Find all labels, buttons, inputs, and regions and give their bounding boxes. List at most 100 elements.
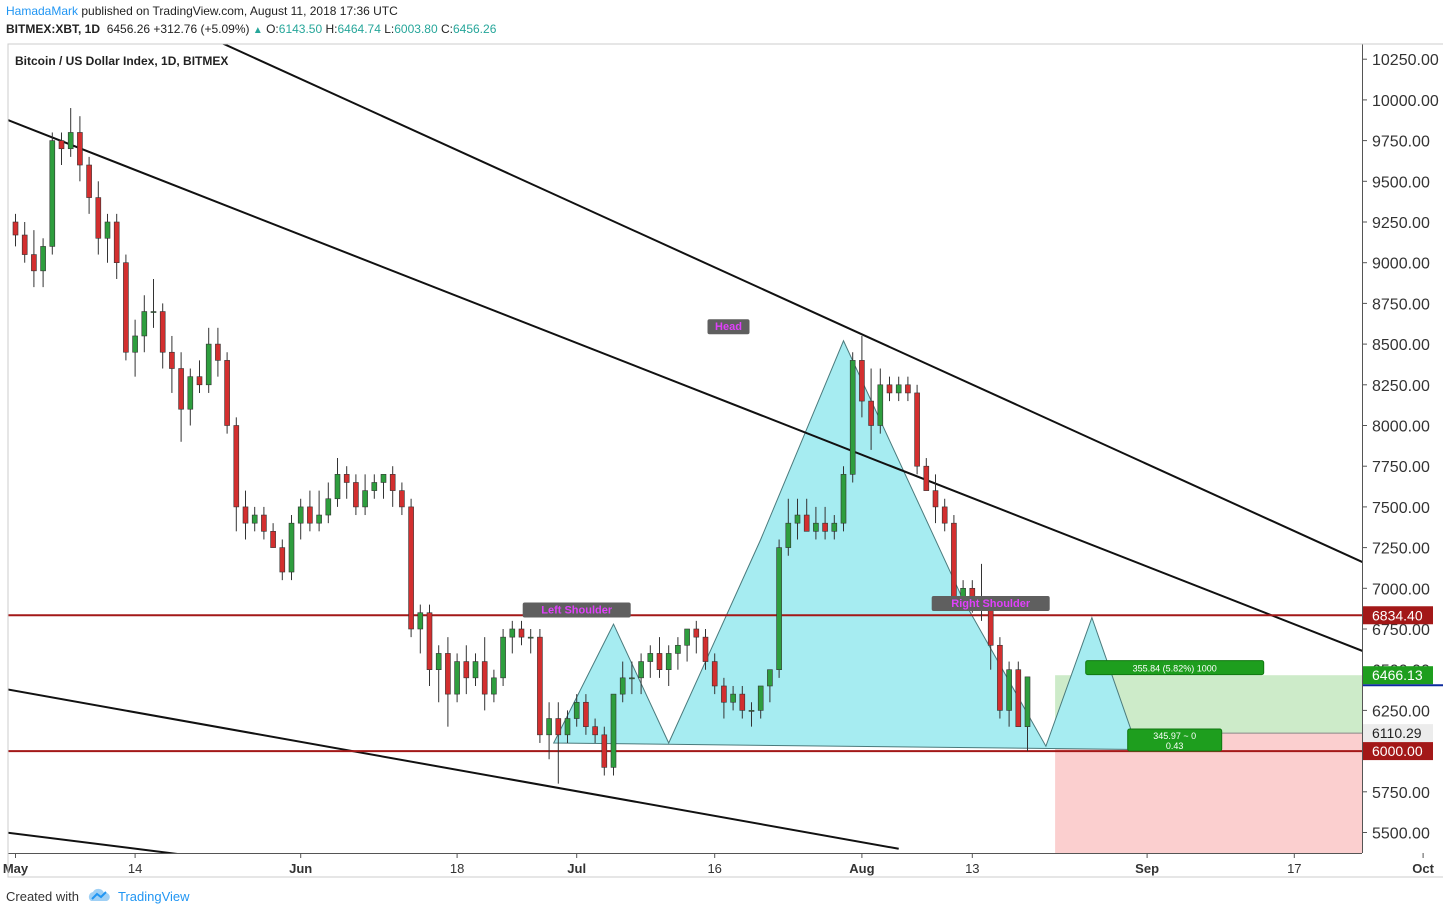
candle <box>684 628 690 646</box>
candle <box>233 425 240 508</box>
candle <box>831 522 838 532</box>
open-value: 6143.50 <box>278 22 323 36</box>
candle <box>895 384 902 394</box>
tradingview-link[interactable]: TradingView <box>118 889 190 904</box>
candle <box>859 360 865 402</box>
candle <box>454 661 460 695</box>
y-tick-label: 8000.00 <box>1372 419 1430 436</box>
candle <box>813 522 819 532</box>
plot-layer: Left Shoulder Head Right Shoulder 355.84 (5… <box>8 44 1362 853</box>
candle <box>169 351 175 369</box>
candle <box>343 474 350 483</box>
candle <box>711 661 718 687</box>
x-tick-label: 16 <box>707 861 721 876</box>
stop-zone <box>1055 733 1362 853</box>
stop-info-box-text: 0.43 <box>1166 741 1184 751</box>
stop-info-box-text: 345.97 ~ 0 <box>1153 731 1196 741</box>
y-tick-label: 10250.00 <box>1372 52 1439 69</box>
x-tick-label: Sep <box>1135 861 1159 876</box>
x-tick-label: Jul <box>567 861 586 876</box>
up-arrow-icon: ▲ <box>252 25 263 36</box>
candle <box>564 718 571 736</box>
y-tick-label: 6250.00 <box>1372 703 1430 720</box>
y-tick-label: 7250.00 <box>1372 541 1430 558</box>
candle <box>877 384 884 426</box>
candle <box>527 636 534 639</box>
candle <box>215 343 221 361</box>
candle <box>546 718 552 736</box>
candle <box>95 197 102 239</box>
candle <box>417 612 424 630</box>
candle <box>914 392 920 467</box>
candle <box>205 343 212 386</box>
candle <box>481 661 488 695</box>
y-tick-label: 7750.00 <box>1372 459 1430 476</box>
ohlc-legend: BITMEX:XBT, 1D 6456.26 +312.76 (+5.09%) … <box>6 22 496 36</box>
candle <box>721 685 727 703</box>
candle <box>785 522 792 548</box>
candle <box>159 311 166 353</box>
candle <box>178 368 184 410</box>
x-tick-label: 14 <box>128 861 142 876</box>
candle <box>610 693 617 768</box>
candle <box>491 677 497 695</box>
created-with-text: Created with <box>6 889 79 904</box>
candle <box>21 234 28 255</box>
candle <box>270 531 276 548</box>
candle <box>399 490 405 508</box>
x-tick-label: May <box>3 861 29 876</box>
candle <box>997 644 1003 711</box>
candle <box>840 474 847 524</box>
candle <box>886 384 893 394</box>
candle <box>969 587 976 597</box>
candle <box>113 221 120 264</box>
close-label: C: <box>440 22 453 36</box>
candle <box>730 693 736 703</box>
candle <box>675 644 681 654</box>
trendline-1 <box>8 119 1362 652</box>
tradingview-cloud-icon <box>88 888 110 901</box>
candle <box>408 506 414 630</box>
candle <box>49 140 56 247</box>
price-axis <box>1362 44 1443 853</box>
candle <box>960 587 966 597</box>
candle <box>445 653 451 695</box>
candle <box>509 628 516 638</box>
candle <box>767 669 773 687</box>
candle <box>619 677 626 695</box>
y-tick-label: 7000.00 <box>1372 581 1430 598</box>
close-value: 6456.26 <box>452 22 497 36</box>
candle <box>665 653 672 670</box>
target-price-tag: 6466.13 <box>1372 667 1423 683</box>
author-link[interactable]: HamadaMark <box>6 4 79 18</box>
candle <box>58 140 65 150</box>
candle <box>150 311 157 313</box>
candle <box>500 636 506 679</box>
candle <box>923 465 930 491</box>
candle <box>794 514 801 524</box>
candle <box>362 490 368 508</box>
y-tick-label: 9250.00 <box>1372 215 1430 232</box>
y-tick-label: 6750.00 <box>1372 622 1430 639</box>
candle <box>435 653 442 670</box>
candle <box>1006 669 1012 711</box>
candle <box>251 514 258 524</box>
candle <box>325 498 332 516</box>
candle <box>537 636 543 736</box>
candle <box>307 506 313 524</box>
chart-header: HamadaMark published on TradingView.com,… <box>0 0 1443 42</box>
candle <box>748 710 755 712</box>
target-price-tag-bg <box>1363 666 1433 685</box>
left-shoulder-label: Left Shoulder <box>541 604 613 616</box>
x-tick-label: Jun <box>289 861 312 876</box>
candle <box>932 490 939 508</box>
publish-info: HamadaMark published on TradingView.com,… <box>6 4 398 18</box>
candle <box>242 506 249 524</box>
y-tick-label: 5750.00 <box>1372 785 1430 802</box>
candle <box>1015 669 1022 727</box>
candle <box>288 522 295 573</box>
candle <box>776 547 782 670</box>
low-label: L: <box>384 22 395 36</box>
candle <box>380 474 387 483</box>
